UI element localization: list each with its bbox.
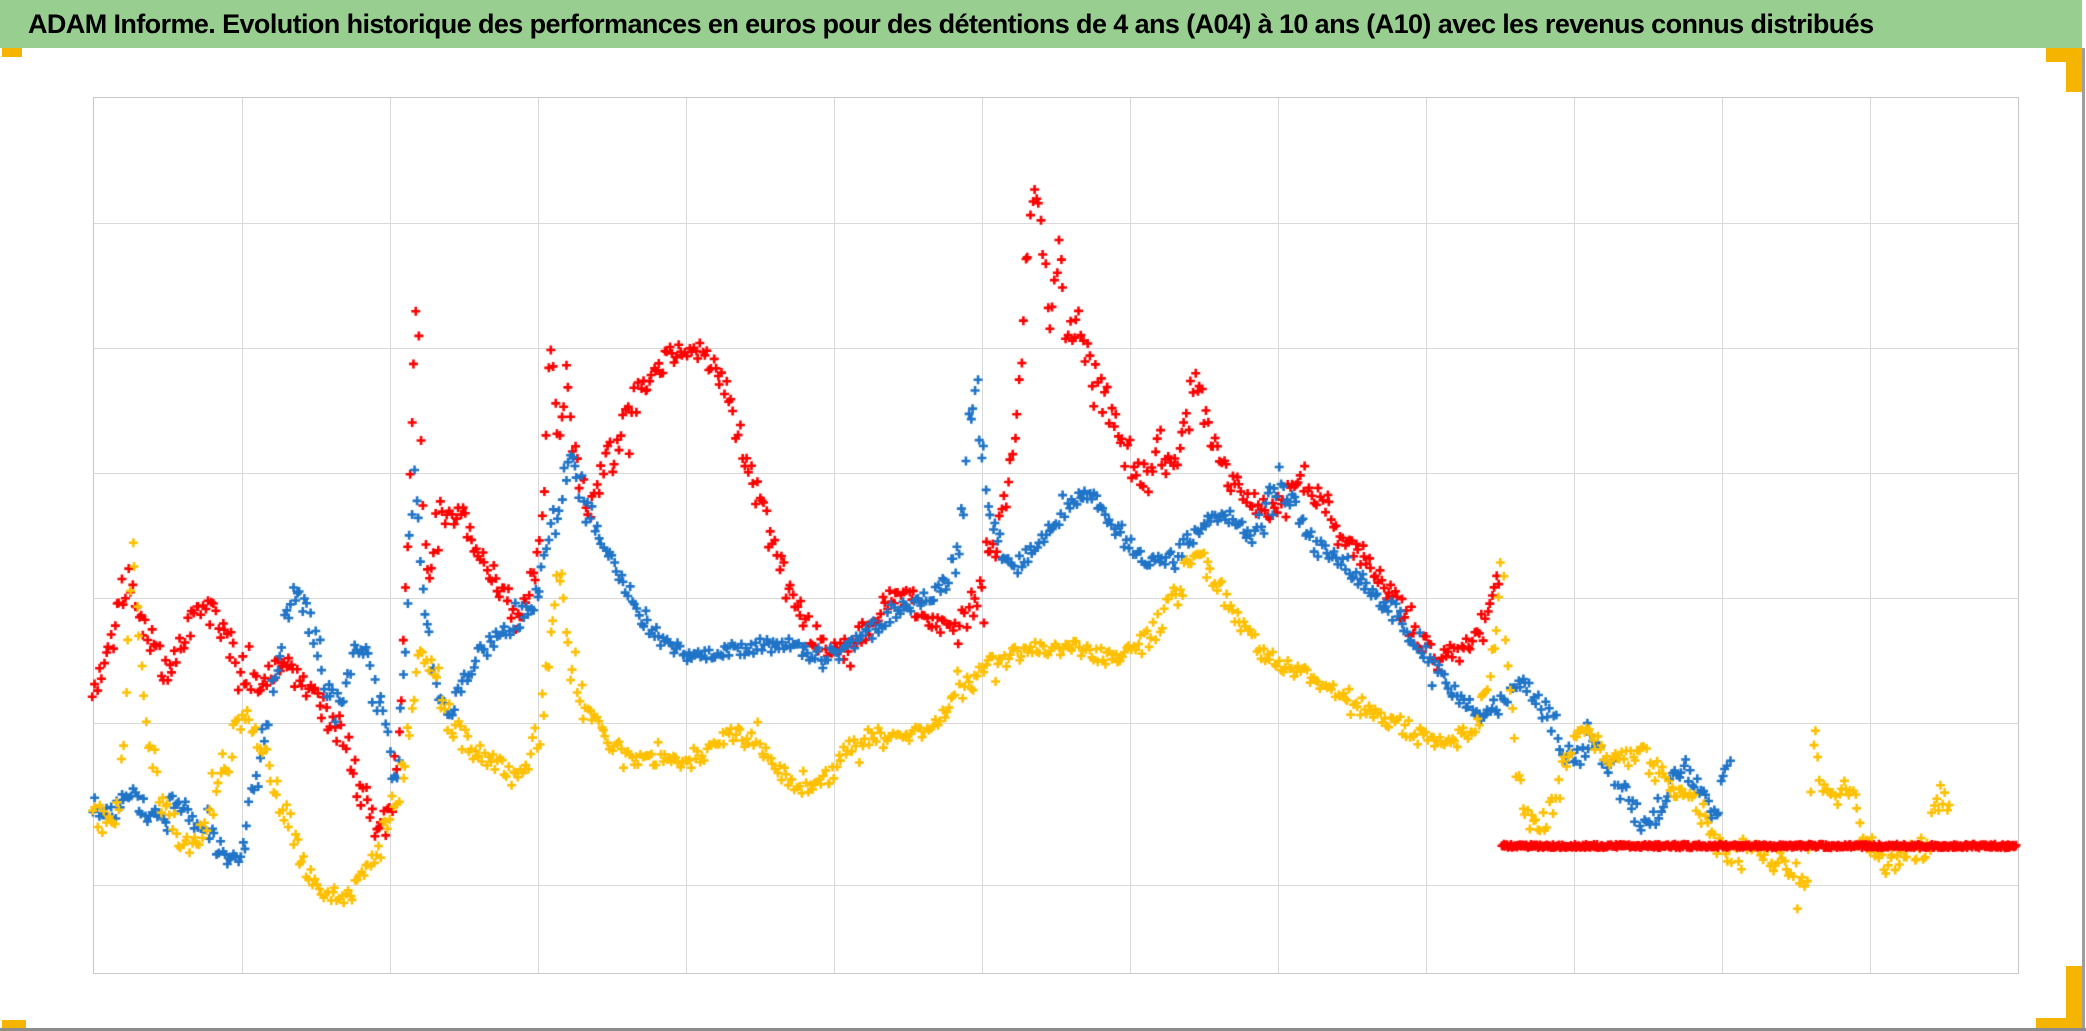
window-right-edge <box>2082 48 2085 1031</box>
selection-handle[interactable] <box>2066 966 2082 1031</box>
window-bottom-edge <box>0 1028 2086 1031</box>
selection-handle[interactable] <box>2 1020 26 1031</box>
selection-handle[interactable] <box>2066 48 2082 92</box>
selection-handle[interactable] <box>2036 1018 2082 1031</box>
selection-handle[interactable] <box>2 48 22 57</box>
